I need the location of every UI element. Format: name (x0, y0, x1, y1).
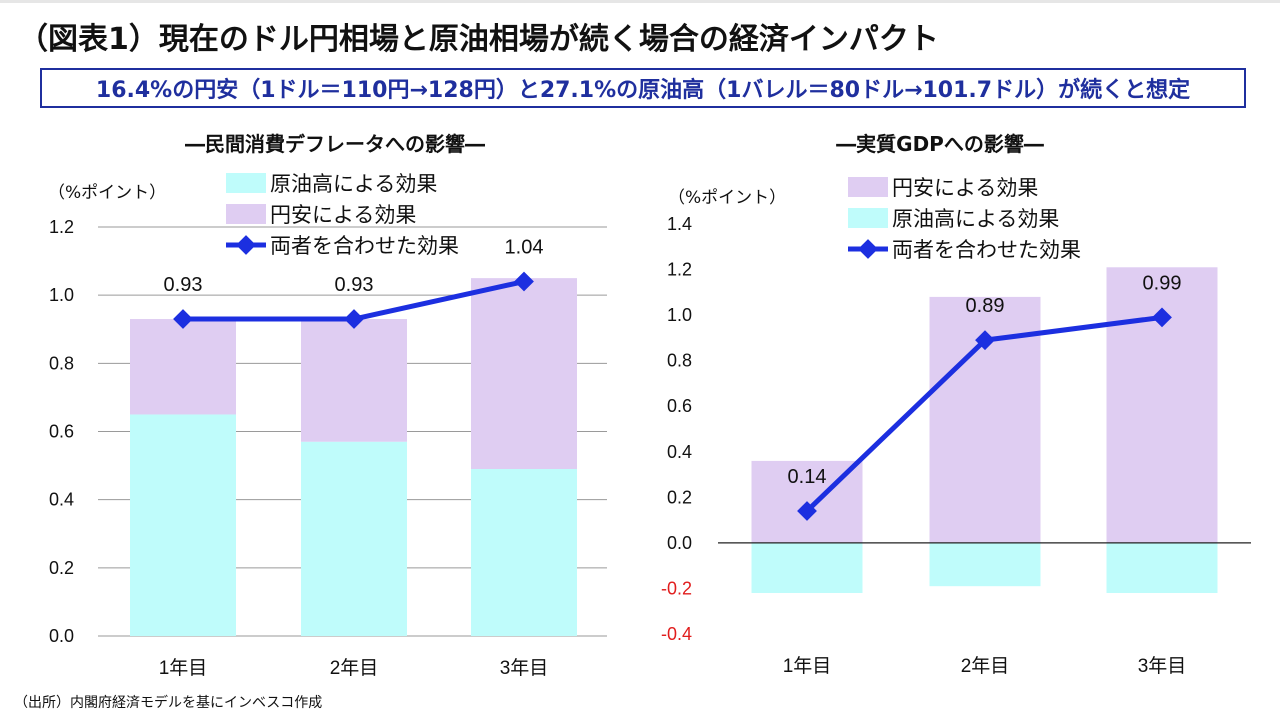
y-tick-label: 0.2 (49, 558, 74, 578)
total-effect-marker (975, 330, 995, 351)
left-unit-label: （%ポイント） (48, 183, 167, 203)
total-effect-marker (1152, 307, 1172, 328)
bar-oil-3 (1106, 542, 1218, 593)
bar-yen-3 (471, 278, 577, 469)
legend-label-total: 両者を合わせた効果 (892, 237, 1081, 262)
data-label: 0.89 (966, 295, 1005, 317)
total-effect-marker (344, 309, 364, 329)
x-tick-label: 1年目 (159, 657, 208, 679)
data-label: 0.99 (1143, 272, 1182, 294)
legend-swatch-oil (226, 172, 266, 193)
y-tick-label: 1.0 (49, 285, 74, 305)
left-chart-title: ―民間消費デフレータへの影響― (185, 132, 485, 156)
assumption-box: 16.4%の円安（1ドル＝110円→128円）と27.1%の原油高（1バレル＝8… (40, 68, 1246, 108)
x-tick-label: 2年目 (961, 655, 1010, 677)
legend-item-yen: 円安による効果 (848, 171, 1081, 202)
total-effect-marker (797, 501, 817, 521)
data-label: 0.14 (788, 466, 827, 488)
legend-swatch-yen (226, 203, 266, 224)
y-tick-label: 0.8 (49, 353, 74, 373)
legend-label-oil: 原油高による効果 (892, 206, 1060, 231)
bar-oil-2 (929, 542, 1041, 587)
assumption-text: 16.4%の円安（1ドル＝110円→128円）と27.1%の原油高（1バレル＝8… (95, 78, 1191, 103)
y-tick-label: 0.4 (49, 490, 74, 510)
legend-label-total: 両者を合わせた効果 (270, 233, 459, 258)
legend-item-oil: 原油高による効果 (848, 202, 1081, 233)
bar-oil-1 (751, 542, 863, 593)
y-tick-label: 1.0 (667, 305, 692, 325)
y-tick-label: 0.6 (49, 422, 74, 442)
bar-yen-1 (130, 319, 236, 415)
right-unit-label: （%ポイント） (668, 188, 787, 208)
bar-oil-2 (301, 441, 407, 636)
y-tick-label: 0.6 (667, 396, 692, 416)
y-tick-label: 1.2 (49, 217, 74, 237)
total-effect-marker (514, 271, 534, 292)
y-tick-label: 0.0 (667, 533, 692, 553)
y-tick-label: 0.8 (667, 351, 692, 371)
y-tick-label: -0.2 (661, 578, 692, 598)
y-tick-label: 0.4 (667, 442, 692, 462)
right-chart-title: ―実質GDPへの影響― (836, 132, 1044, 156)
data-label: 0.93 (164, 274, 203, 296)
x-tick-label: 3年目 (1138, 655, 1187, 677)
x-tick-label: 2年目 (330, 657, 379, 679)
legend-label-yen: 円安による効果 (270, 202, 417, 227)
x-tick-label: 3年目 (500, 657, 549, 679)
top-divider (0, 0, 1280, 3)
legend-item-yen: 円安による効果 (226, 198, 459, 229)
legend-label-yen: 円安による効果 (892, 175, 1039, 200)
bar-oil-3 (471, 468, 577, 636)
legend-swatch-total (226, 234, 266, 255)
legend-item-total: 両者を合わせた効果 (226, 229, 459, 260)
data-label: 1.04 (505, 237, 544, 259)
right-legend: 円安による効果 原油高による効果 両者を合わせた効果 (848, 171, 1081, 264)
bar-oil-1 (130, 414, 236, 636)
y-tick-label: 1.2 (667, 260, 692, 280)
y-tick-label: 1.4 (667, 214, 692, 234)
y-tick-label: 0.2 (667, 487, 692, 507)
left-legend: 原油高による効果 円安による効果 両者を合わせた効果 (226, 167, 459, 260)
data-label: 0.93 (335, 274, 374, 296)
y-tick-label: 0.0 (49, 626, 74, 646)
legend-swatch-yen (848, 176, 888, 197)
legend-swatch-oil (848, 207, 888, 228)
source-note: （出所）内閣府経済モデルを基にインベスコ作成 (14, 695, 323, 711)
x-tick-label: 1年目 (783, 655, 832, 677)
y-tick-label: -0.4 (661, 624, 692, 644)
legend-item-oil: 原油高による効果 (226, 167, 459, 198)
page-title: （図表1）現在のドル円相場と原油相場が続く場合の経済インパクト (18, 22, 939, 57)
legend-swatch-total (848, 238, 888, 259)
legend-label-oil: 原油高による効果 (270, 171, 438, 196)
legend-item-total: 両者を合わせた効果 (848, 233, 1081, 264)
total-effect-marker (173, 309, 193, 329)
bar-yen-2 (301, 319, 407, 442)
